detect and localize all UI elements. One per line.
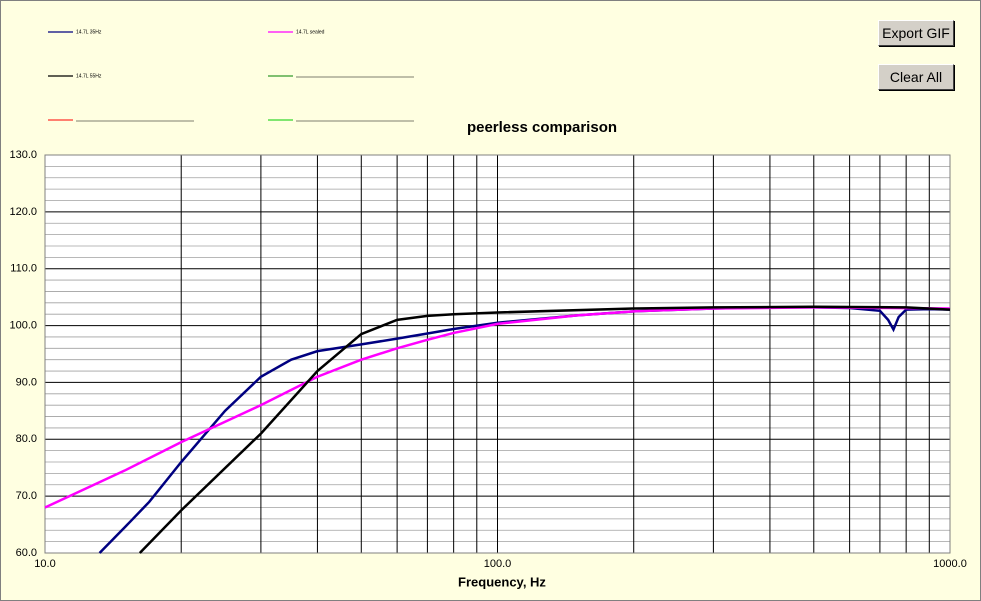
legend-label: 14.7L 55Hz xyxy=(76,73,102,79)
legend-label: 14.7L 35Hz xyxy=(76,29,102,35)
clear-all-button[interactable]: Clear All xyxy=(878,64,954,90)
line-series xyxy=(44,306,951,509)
legend-empty xyxy=(48,75,414,122)
y-tick-label: 70.0 xyxy=(16,490,37,502)
y-tick-label: 130.0 xyxy=(9,149,37,161)
x-tick-label: 100.0 xyxy=(484,558,512,570)
y-tick-label: 100.0 xyxy=(9,319,37,331)
y-tick-label: 60.0 xyxy=(16,547,37,559)
y-tick-label: 110.0 xyxy=(10,263,37,275)
x-axis-label: Frequency, Hz xyxy=(458,574,546,589)
line-series xyxy=(138,305,951,554)
plot-border xyxy=(44,154,951,554)
y-tick-label: 120.0 xyxy=(9,206,37,218)
x-tick-label: 10.0 xyxy=(34,558,55,570)
export-gif-button[interactable]: Export GIF xyxy=(878,20,954,46)
chart-title: peerless comparison xyxy=(467,119,617,136)
y-tick-label: 90.0 xyxy=(16,376,37,388)
legend-label: 14.7L sealed xyxy=(296,29,325,35)
y-tick-label: 80.0 xyxy=(16,433,37,445)
x-tick-label: 1000.0 xyxy=(933,558,967,570)
